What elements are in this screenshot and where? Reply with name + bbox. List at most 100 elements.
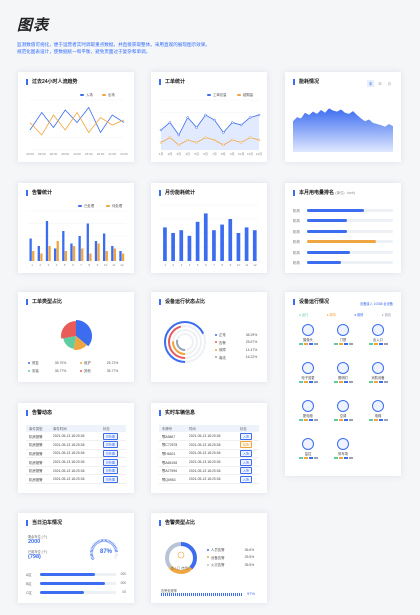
tab-month[interactable]: 月 [387,82,391,86]
legend-done: 已处理 [78,203,94,208]
gauge-tick [94,542,97,546]
table-row[interactable]: 鄂A27596 2021-05-13 18:20:36 入场 [159,466,259,476]
device-status [364,419,392,421]
rank-fill [307,250,350,254]
devices-legend-item: ● 运行 [299,313,309,317]
device-icon [372,362,384,374]
device-name: 电梯 [374,414,382,418]
alarm-bar-chart: 1 2 3 4 5 6 7 8 9 10 11 12 [28,210,126,267]
table-row[interactable]: 机房报警 2021-05-13 18:20:36 已处理 [26,449,126,459]
device-icon [302,362,314,374]
gauge-tick [110,541,113,545]
legend-label: 告警 [219,340,226,345]
gauge-tick [114,549,118,552]
gauge-tick [107,539,109,543]
bar [105,251,108,261]
device-item[interactable]: 监控 [294,438,322,466]
data-point [204,136,207,139]
device-name: 配电柜 [303,414,313,418]
device-item[interactable]: 配电柜 [294,400,322,428]
bar [64,251,68,261]
table-row[interactable]: 鄂C72578 2021-05-13 18:20:36 出场 [159,440,259,450]
table-cell: 鄂Q6963 [159,474,186,485]
device-name: 照明灯 [338,376,348,380]
device-item[interactable]: 空调 [329,400,357,428]
device-item[interactable]: 停车场 [329,438,357,466]
tab-day[interactable]: 本 [366,80,375,87]
status-badge: 入场 [239,458,252,466]
x-tick-label: 9 [97,263,99,267]
status-fault [373,343,378,345]
device-item[interactable]: 出入口 [364,324,392,352]
legend-label: 离线 [219,355,226,360]
table-cell: 2021-05-13 18:20:36 [185,449,237,459]
device-item[interactable]: 电梯 [364,400,392,428]
card-title: 设备运行状态占比 [159,299,205,305]
legend-total: 工单总量 [207,92,227,97]
table-cell: 机房报警 [26,440,50,450]
page-description-line: 监测数值可视化，便于运营者实时调取重点数据，并直接获取整体。采用直观的展现图示效… [17,42,210,47]
table-row[interactable]: 鄂Q6963 2021-05-13 18:20:36 入场 [159,474,259,485]
legend-label: 入场 [86,93,93,97]
gauge-tick [91,557,95,559]
device-item[interactable]: 照明灯 [329,362,357,390]
status-repair [343,381,348,383]
table-row[interactable]: 鄂A65198 2021-05-13 18:20:36 入场 [159,457,259,467]
bar [220,224,224,261]
table-cell: 已处理 [99,474,126,485]
table-row[interactable]: 机房报警 2021-05-13 18:20:36 已处理 [26,457,126,467]
x-tick-label: 6 [72,263,74,267]
gauge-tick [98,540,100,544]
x-tick-label: 06:00 [50,152,58,156]
table-cell: 2021-05-13 18:20:36 [185,440,237,450]
device-status [294,381,322,383]
x-tick-label: 5 [197,263,199,267]
table-row[interactable]: 机房报警 2021-05-13 18:20:36 已处理 [26,432,126,442]
orders-card: 工单统计 工单总量 超期量 1月 2月 3月 4月 5月 6月 7月 8月 9月 10月 11月 12… [151,72,267,162]
status-badge: 入场 [239,432,252,440]
data-point [239,141,243,144]
x-tick-label: 10月 [238,152,244,156]
status-repair [378,343,383,345]
x-tick-label: 11 [245,263,248,267]
status-repair [308,381,313,383]
legend-label: 设备告警 [211,555,225,560]
tab-year[interactable]: 年 [378,82,382,86]
bar [111,246,114,261]
legend-out: 出场 [102,92,115,97]
table-row[interactable]: 机房报警 2021-05-13 18:20:36 已处理 [26,474,126,485]
legend-swatch [215,348,217,351]
table-row[interactable]: 机房报警 2021-05-13 18:20:36 已处理 [26,466,126,476]
x-tick-label: 12月 [256,152,262,156]
device-item[interactable]: 消防设备 [364,362,392,390]
status-offline [348,381,353,383]
device-item[interactable]: 门禁 [329,324,357,352]
bar [29,238,32,261]
alarm-icon [177,551,185,559]
x-tick-label: 8月 [221,152,226,156]
parking-zone: B区 [26,581,32,586]
legend-label: 其他 [84,369,91,373]
table-cell: 入场 [236,457,259,467]
legend-swatch [28,369,30,372]
data-point [231,138,234,142]
table-row[interactable]: 鄂H6621 2021-05-13 18:20:36 入场 [159,449,259,459]
energy-tabs: 本 年 月 [366,80,393,87]
device-status [294,419,322,421]
legend-overdue: 超期量 [237,92,253,97]
device-item[interactable]: 电子巡更 [294,362,322,390]
rank-fill [307,219,347,222]
data-point [231,121,234,124]
device-status [294,457,322,459]
x-tick-label: 1 [164,263,166,267]
legend-swatch [78,204,82,207]
devices-legend-item: ● 维修 [354,313,364,317]
legend-value: 36.6% [244,547,255,552]
table-row[interactable]: 机房报警 2021-05-13 18:20:36 已处理 [26,440,126,450]
x-tick-label: 6 [205,263,207,267]
table-cell: 鄂A5867 [159,432,186,442]
status-offline [348,419,353,421]
device-item[interactable]: 摄像头 [294,324,322,352]
legend-label: 故障 [219,348,226,352]
table-row[interactable]: 鄂A5867 2021-05-13 18:20:36 入场 [159,432,259,442]
